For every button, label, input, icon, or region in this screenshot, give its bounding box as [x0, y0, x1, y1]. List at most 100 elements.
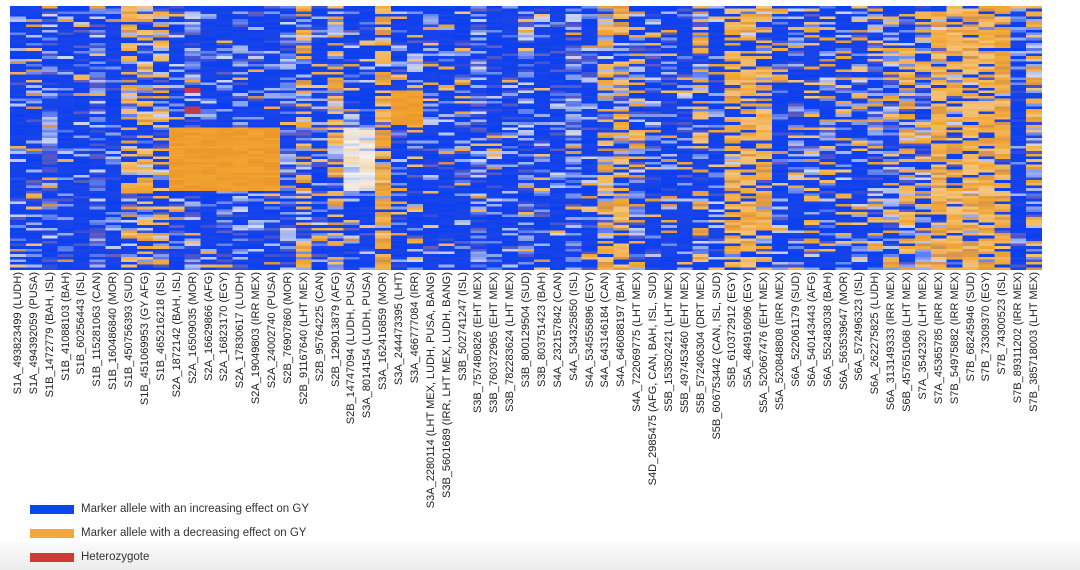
heatmap-cell — [724, 185, 741, 189]
heatmap-cell — [518, 167, 535, 170]
heatmap-cell — [708, 48, 725, 52]
heatmap-cell — [438, 222, 455, 226]
heatmap-cell — [676, 214, 694, 218]
heatmap-cell — [168, 13, 185, 17]
heatmap-cell — [438, 132, 455, 136]
heatmap-cell — [486, 16, 503, 20]
heatmap-cell — [756, 35, 773, 38]
heatmap-cell — [200, 201, 217, 205]
heatmap-cell — [232, 251, 249, 255]
heatmap-cell — [645, 108, 662, 112]
heatmap-cell — [391, 56, 408, 60]
heatmap-cell — [89, 106, 106, 110]
heatmap-cell — [454, 35, 471, 38]
heatmap-cell — [137, 77, 154, 81]
heatmap-cell — [470, 130, 487, 134]
heatmap-cell — [406, 167, 424, 170]
heatmap-cell — [645, 119, 662, 123]
heatmap-cell — [518, 196, 535, 200]
heatmap-cell — [327, 32, 344, 36]
heatmap-cell — [391, 64, 408, 68]
heatmap-cell — [502, 262, 519, 266]
heatmap-cell — [295, 164, 312, 168]
heatmap-cell — [57, 37, 74, 41]
heatmap-cell — [375, 193, 392, 197]
heatmap-cell — [629, 48, 646, 52]
heatmap-cell — [565, 124, 582, 128]
heatmap-cell — [676, 177, 694, 181]
heatmap-cell — [518, 24, 535, 28]
heatmap-cell — [708, 196, 725, 200]
heatmap-cell — [168, 122, 185, 126]
heatmap-cell — [216, 161, 233, 165]
heatmap-cell — [613, 217, 630, 221]
heatmap-cell — [645, 61, 662, 65]
heatmap-cell — [73, 230, 90, 234]
heatmap-cell — [581, 108, 598, 112]
heatmap-cell — [660, 108, 678, 112]
heatmap-cell — [597, 209, 614, 213]
heatmap-cell — [57, 190, 74, 194]
heatmap-cell — [327, 48, 344, 52]
heatmap-cell — [57, 264, 74, 268]
heatmap-cell — [264, 198, 281, 202]
heatmap-cell — [645, 24, 662, 28]
heatmap-cell — [422, 127, 439, 131]
heatmap-cell — [168, 50, 185, 54]
heatmap-cell — [248, 159, 265, 163]
heatmap-cell — [216, 32, 233, 36]
heatmap-cell — [327, 217, 344, 221]
heatmap-cell — [518, 64, 535, 68]
heatmap-cell — [359, 56, 376, 60]
heatmap-cell — [375, 264, 392, 268]
heatmap-cell — [756, 74, 773, 78]
heatmap-cell — [756, 95, 773, 99]
heatmap-cell — [549, 6, 566, 9]
heatmap-cell — [295, 174, 312, 178]
heatmap-cell — [216, 174, 233, 178]
heatmap-cell — [89, 148, 106, 152]
heatmap-cell — [518, 211, 535, 215]
heatmap-cell — [232, 225, 249, 229]
heatmap-cell — [375, 172, 392, 176]
heatmap-cell — [343, 82, 360, 86]
heatmap-cell — [391, 259, 408, 263]
heatmap-cell — [73, 198, 90, 202]
heatmap-cell — [121, 79, 138, 83]
heatmap-cell — [422, 167, 439, 170]
heatmap-cell — [787, 262, 805, 266]
heatmap-cell — [502, 243, 519, 247]
heatmap-cell — [708, 262, 725, 266]
heatmap-cell — [581, 69, 598, 73]
heatmap-cell — [676, 227, 694, 231]
heatmap-cell — [692, 240, 709, 244]
heatmap-cell — [375, 11, 392, 15]
heatmap-cell — [10, 108, 27, 112]
heatmap-cell — [184, 240, 201, 244]
heatmap-cell — [549, 211, 566, 215]
heatmap-cell — [57, 24, 74, 28]
heatmap-cell — [359, 95, 376, 99]
heatmap-cell — [152, 37, 170, 41]
heatmap-cell — [105, 66, 122, 70]
heatmap-cell — [692, 174, 709, 178]
heatmap-cell — [343, 95, 360, 99]
heatmap-cell — [311, 182, 328, 186]
heatmap-cell — [724, 248, 741, 252]
heatmap-cell — [121, 132, 138, 136]
heatmap-cell — [406, 267, 424, 270]
heatmap-cell — [470, 148, 487, 152]
heatmap-cell — [343, 93, 360, 97]
heatmap-cell — [25, 58, 43, 62]
heatmap-cell — [692, 227, 709, 231]
heatmap-cell — [629, 58, 646, 62]
heatmap-cell — [772, 259, 789, 263]
heatmap-cell — [645, 66, 662, 70]
heatmap-cell — [470, 64, 487, 68]
heatmap-cell — [10, 6, 27, 9]
heatmap-cell — [152, 217, 170, 221]
heatmap-cell — [629, 209, 646, 213]
heatmap-cell — [470, 233, 487, 236]
heatmap-cell — [438, 127, 455, 131]
heatmap-cell — [565, 211, 582, 215]
